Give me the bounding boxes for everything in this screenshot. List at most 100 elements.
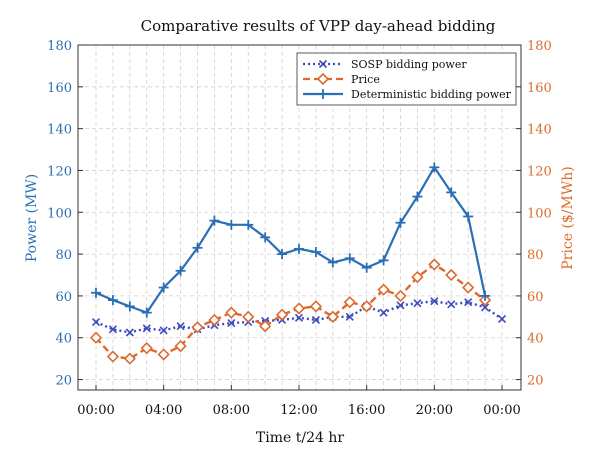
data-point <box>208 313 221 327</box>
x-tick-label: 04:00 <box>145 403 182 418</box>
data-point <box>343 296 356 309</box>
data-point <box>309 300 323 313</box>
legend-label: Price <box>351 73 380 86</box>
x-tick-label: 20:00 <box>416 403 453 418</box>
data-point <box>141 307 152 318</box>
data-point <box>412 191 423 202</box>
data-point <box>107 295 118 306</box>
y-tick-label-left: 180 <box>47 39 72 54</box>
y-tick-label-right: 160 <box>527 81 552 96</box>
data-point <box>462 281 475 294</box>
data-point <box>260 232 271 243</box>
data-point <box>430 297 439 306</box>
data-point <box>344 253 355 264</box>
x-tick-label: 16:00 <box>348 403 385 418</box>
y-tick-label-left: 40 <box>55 332 72 347</box>
legend-label: Deterministic bidding power <box>351 88 512 101</box>
y-axis-right-label: Price ($/MWh) <box>560 166 576 269</box>
y-tick-label-right: 100 <box>527 206 552 221</box>
y-tick-label-right: 20 <box>527 374 544 389</box>
y-tick-label-left: 140 <box>47 123 72 138</box>
data-point <box>159 326 168 335</box>
data-point <box>480 290 491 301</box>
data-point <box>294 243 304 254</box>
data-point <box>192 242 203 253</box>
data-point <box>379 308 388 317</box>
axis-ticks: 20 20 40 40 60 60 80 80 100 100 120 120 140 140 160 160… <box>47 39 552 418</box>
data-point <box>226 219 237 230</box>
data-point <box>209 215 220 226</box>
x-tick-label: 00:00 <box>483 403 520 418</box>
x-tick-label: 12:00 <box>280 403 317 418</box>
data-point <box>124 301 135 312</box>
legend-entry: Deterministic bidding power <box>303 88 512 101</box>
data-point <box>429 162 440 173</box>
data-point <box>360 300 373 313</box>
data-point <box>106 350 120 363</box>
y-tick-label-left: 80 <box>55 248 72 263</box>
data-point <box>275 308 289 321</box>
data-point <box>481 303 490 312</box>
data-point <box>91 287 101 298</box>
legend-entry: SOSP bidding power <box>303 58 467 71</box>
legend-marker <box>318 89 328 99</box>
legend-label: SOSP bidding power <box>351 58 467 71</box>
series-line <box>95 165 487 314</box>
y-tick-label-right: 60 <box>527 290 544 305</box>
data-point <box>174 339 187 353</box>
data-point <box>294 313 304 322</box>
data-point <box>463 211 474 222</box>
y-axis-left-label: Power (MW) <box>24 174 40 262</box>
series-line <box>95 263 486 360</box>
data-point <box>259 320 272 333</box>
data-point <box>125 328 134 337</box>
data-point <box>446 187 457 198</box>
data-point <box>108 325 117 334</box>
y-tick-label-left: 100 <box>47 206 72 221</box>
legend: SOSP bidding power Price Deterministic bid… <box>296 52 517 106</box>
legend-marker <box>316 72 330 86</box>
data-point <box>157 348 170 361</box>
data-point <box>225 306 238 319</box>
x-axis-label: Time t/24 hr <box>256 430 344 446</box>
data-point <box>292 302 306 315</box>
data-point <box>497 314 507 323</box>
y-tick-label-right: 80 <box>527 248 544 263</box>
data-point <box>326 310 339 323</box>
y-tick-label-left: 160 <box>47 81 72 96</box>
series-2 <box>91 162 491 318</box>
y-tick-label-right: 140 <box>527 123 552 138</box>
x-tick-label: 00:00 <box>77 403 114 418</box>
series-group <box>89 162 507 365</box>
data-point <box>395 217 406 228</box>
data-point <box>413 299 422 308</box>
data-point <box>311 315 320 325</box>
legend-entry: Price <box>303 72 380 86</box>
chart-title: Comparative results of VPP day-ahead bid… <box>141 17 496 35</box>
y-tick-label-left: 60 <box>55 290 72 305</box>
legend-marker <box>318 59 328 69</box>
data-point <box>396 301 405 310</box>
data-point <box>464 298 473 307</box>
data-point <box>227 319 236 328</box>
data-point <box>175 265 186 276</box>
data-point <box>243 219 254 230</box>
series-1 <box>89 258 492 365</box>
data-point <box>345 312 354 321</box>
legend-box <box>296 52 517 106</box>
data-point <box>411 270 424 284</box>
data-point <box>394 289 407 303</box>
data-point <box>327 257 338 268</box>
y-tick-label-right: 120 <box>527 164 552 179</box>
data-point <box>242 310 255 323</box>
data-point <box>277 249 288 260</box>
data-point <box>158 282 169 293</box>
data-point <box>377 283 390 296</box>
data-point <box>428 258 441 271</box>
data-point <box>89 331 103 344</box>
data-point <box>378 255 389 266</box>
data-point <box>91 317 101 327</box>
data-point <box>176 322 185 331</box>
data-point <box>140 342 153 355</box>
